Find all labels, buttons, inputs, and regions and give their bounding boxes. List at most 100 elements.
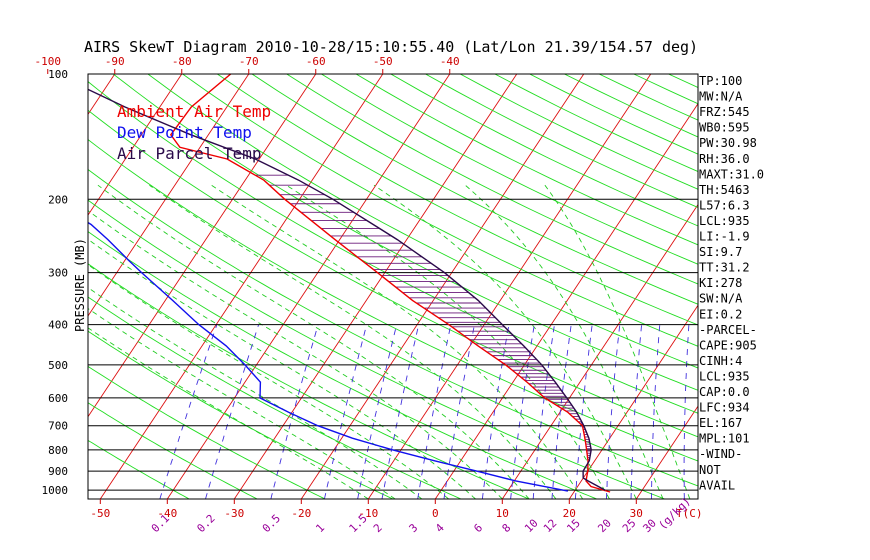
x-axis-label: T(C) [676,507,703,520]
top-temperature-tick-label: -80 [172,55,192,68]
legend: Ambient Air Temp Dew Point Temp Air Parcel… [117,102,271,163]
isotherm-line [88,74,250,317]
bottom-temperature-tick-label: 30 [630,507,643,520]
mixing-ratio-label: 20 [595,517,614,536]
isotherm-line [568,304,698,499]
stability-index: TP:100 [699,74,742,88]
top-temperature-axis: -120-110-100-90-80-70-60-50-40 [35,55,460,74]
moist-adiabat-line [88,238,476,499]
mixing-ratio-label: 8 [500,521,514,535]
stability-index: CAPE:905 [699,338,757,352]
stability-index: EI:0.2 [699,307,742,321]
isotherm-line [837,74,870,499]
bottom-temperature-tick-label: -50 [90,507,110,520]
stability-index: CAP:0.0 [699,385,750,399]
stability-index: EL:167 [699,416,742,430]
bottom-temperature-tick-label: -30 [224,507,244,520]
stability-index: -PARCEL- [699,323,757,337]
stability-index: SW:N/A [699,292,743,306]
stability-index: LFC:934 [699,401,750,415]
moist-adiabat-line [465,184,664,499]
dry-adiabat-line [88,138,698,462]
moist-adiabat-line [211,184,584,499]
dry-adiabat-line [773,74,870,501]
isotherm-line [501,203,698,499]
mixing-ratio-line [417,324,452,499]
mixing-ratio-line [323,324,368,499]
moist-adiabat-line [88,307,396,499]
stability-index: RH:36.0 [699,152,750,166]
series-lines [88,74,611,493]
dry-adiabat-line [494,74,698,172]
cape-hatch-area [255,174,592,463]
top-temperature-tick-label: -40 [440,55,460,68]
dry-adiabat-line [425,74,698,208]
mixing-ratio-label: 6 [471,521,485,535]
top-temperature-tick-label: -100 [35,55,62,68]
mixing-ratio-label: 12 [541,517,560,536]
dry-adiabat-line [807,74,870,501]
pressure-tick-label: 100 [48,68,68,81]
mixing-ratio-label: 10 [522,517,541,536]
mixing-ratio-line [481,324,510,499]
stability-index: TT:31.2 [699,261,750,275]
isotherm-line [770,74,870,499]
chart-title: AIRS SkewT Diagram 2010-10-28/15:10:55.4… [84,38,698,56]
dry-adiabat-line [842,74,870,501]
mixing-ratio-line [683,324,690,499]
dry-adiabat-line [217,74,698,326]
isotherm-line [300,74,585,499]
top-temperature-tick-label: -50 [373,55,393,68]
isotherm-line [635,405,698,499]
isotherm-line [434,102,698,499]
stability-index: -WIND- [699,447,742,461]
dry-adiabat-line [112,74,698,391]
dry-adiabat-line [147,74,698,369]
top-temperature-tick-label: -70 [239,55,259,68]
isotherm-line [88,74,183,216]
stability-index: LCL:935 [699,214,750,228]
mixing-ratio-line [270,324,319,499]
stability-index: L57:6.3 [699,198,750,212]
bottom-temperature-tick-label: -10 [358,507,378,520]
mixing-ratio-label: 4 [433,521,447,535]
pressure-tick-label: 400 [48,319,68,332]
moist-adiabat-line [88,210,503,499]
stability-index: MAXT:31.0 [699,167,764,181]
bottom-temperature-axis: -50 -40 -30 -20 -10 0 10 20 30 [90,499,643,520]
mixing-ratio-line [159,324,218,499]
moist-adiabat-line [97,184,530,499]
mixing-ratio-line [357,324,398,499]
bottom-temperature-tick-label: 0 [432,507,439,520]
mixing-ratio-label: 3 [407,521,421,535]
stability-index: PW:30.98 [699,136,757,150]
stability-index: MPL:101 [699,432,750,446]
moist-adiabat-line [149,184,557,499]
moist-adiabat-line [88,287,423,499]
stability-index: AVAIL [699,478,735,492]
dry-adiabat-line [738,74,870,501]
pressure-tick-label: 300 [48,267,68,280]
stability-index: NOT [699,463,721,477]
mixing-ratio-label: 30 [640,517,659,536]
legend-entry: Ambient Air Temp [117,102,271,121]
stability-index: WB0:595 [699,121,750,135]
mixing-ratio-label: 1 [313,521,327,535]
mixing-ratio-label: 2 [371,521,385,535]
mixing-ratio-line [605,324,621,499]
y-axis-label: PRESSURE (MB) [73,238,87,332]
isotherm-line [88,74,317,418]
parcel-temperature-line [88,88,606,491]
dry-adiabat-line [459,74,698,190]
mixing-ratio-line [205,324,260,499]
isotherm-line [166,74,451,499]
pressure-tick-label: 700 [48,420,68,433]
isotherm-line [233,74,518,499]
stability-index: LCL:935 [699,369,750,383]
stability-index: FRZ:545 [699,105,750,119]
pressure-tick-label: 500 [48,359,68,372]
isotherm-line [88,74,116,116]
dry-adiabat-line [182,74,698,347]
